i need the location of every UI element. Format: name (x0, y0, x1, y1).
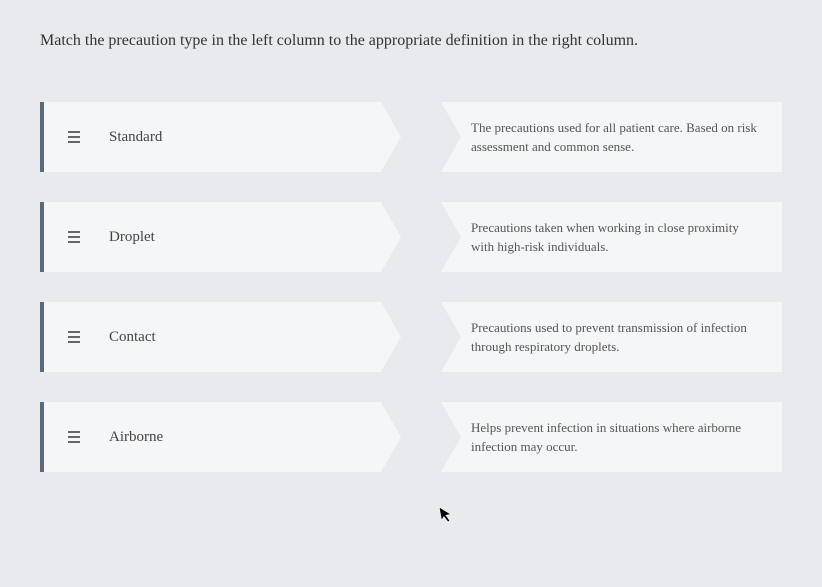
drag-item-contact[interactable]: Contact (40, 302, 381, 372)
drag-item-standard[interactable]: Standard (40, 102, 381, 172)
precaution-types-column: Standard Droplet Contact Airborne (40, 102, 381, 472)
drag-item-droplet[interactable]: Droplet (40, 202, 381, 272)
definition-text: Precautions used to prevent transmission… (471, 318, 764, 357)
drop-target-3[interactable]: Precautions used to prevent transmission… (441, 302, 782, 372)
definition-text: The precautions used for all patient car… (471, 118, 764, 157)
drag-label: Standard (109, 129, 162, 146)
definition-text: Helps prevent infection in situations wh… (471, 418, 764, 457)
drag-label: Airborne (109, 429, 163, 446)
drag-item-airborne[interactable]: Airborne (40, 402, 381, 472)
matching-container: Standard Droplet Contact Airborne The pr… (40, 102, 782, 472)
drag-handle-icon[interactable] (64, 427, 84, 447)
definition-text: Precautions taken when working in close … (471, 218, 764, 257)
definitions-column: The precautions used for all patient car… (441, 102, 782, 472)
drop-target-2[interactable]: Precautions taken when working in close … (441, 202, 782, 272)
instruction-text: Match the precaution type in the left co… (40, 30, 782, 52)
cursor-icon (438, 504, 456, 529)
drag-handle-icon[interactable] (64, 327, 84, 347)
drag-handle-icon[interactable] (64, 227, 84, 247)
drag-label: Droplet (109, 229, 155, 246)
drop-target-4[interactable]: Helps prevent infection in situations wh… (441, 402, 782, 472)
drag-label: Contact (109, 329, 156, 346)
drag-handle-icon[interactable] (64, 127, 84, 147)
drop-target-1[interactable]: The precautions used for all patient car… (441, 102, 782, 172)
